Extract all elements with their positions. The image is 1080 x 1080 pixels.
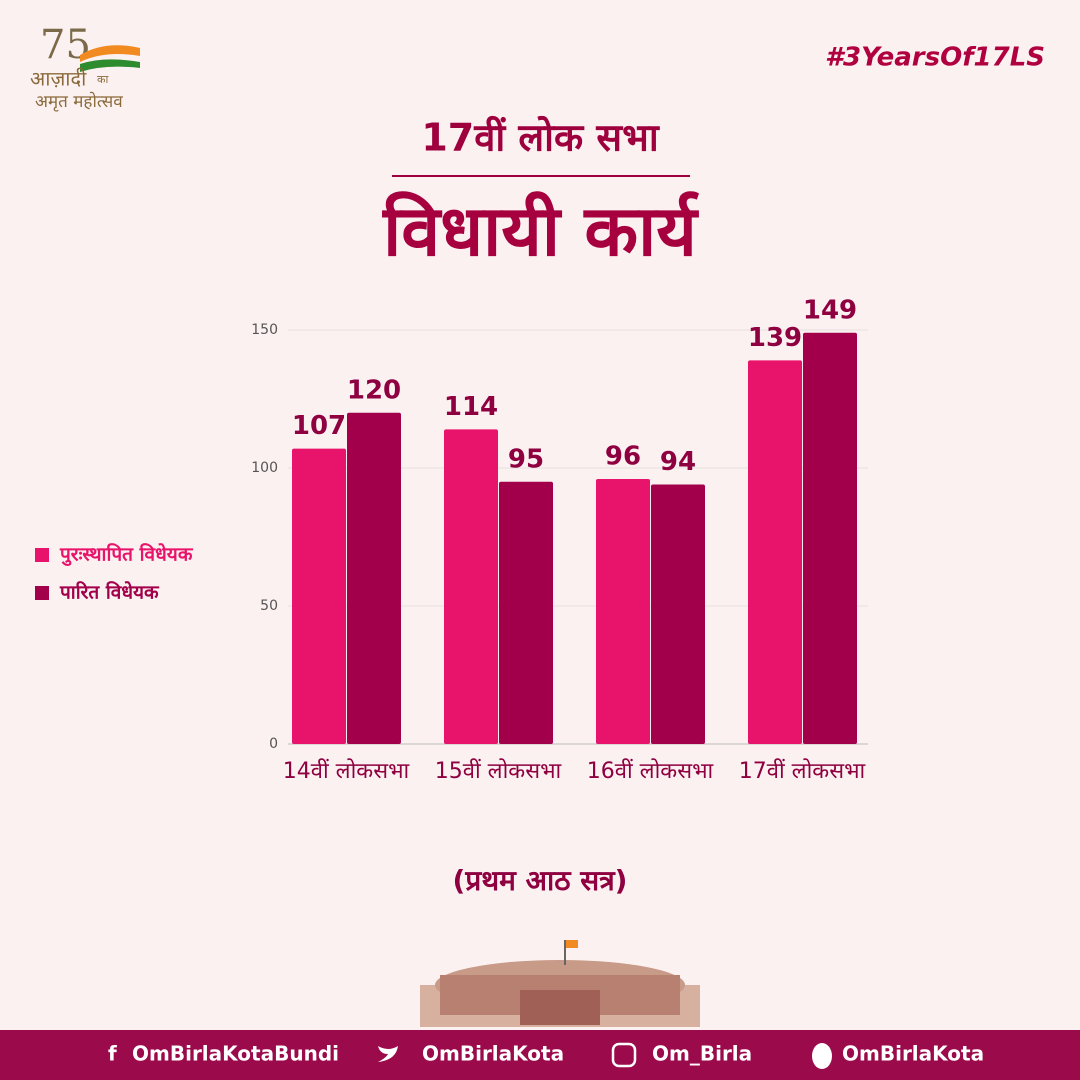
legend-label: पारित विधेयक xyxy=(59,581,160,604)
x-tick-label: 16वीं लोकसभा xyxy=(586,759,714,784)
value-label: 107 xyxy=(292,411,346,441)
footer-handle: OmBirlaKotaBundi xyxy=(132,1042,339,1066)
note: (प्रथम आठ सत्र) xyxy=(453,864,628,897)
bar xyxy=(444,429,498,744)
footer-handle: OmBirlaKota xyxy=(422,1042,564,1066)
flag-saffron xyxy=(80,45,140,62)
logo-number: 75 xyxy=(40,22,91,68)
x-tick-label: 15वीं लोकसभा xyxy=(434,759,562,784)
title: 17वीं लोक सभा xyxy=(421,116,660,160)
legend-swatch xyxy=(35,548,49,562)
parliament xyxy=(420,940,700,1027)
value-label: 96 xyxy=(605,442,641,472)
footer-handle: OmBirlaKota xyxy=(842,1042,984,1066)
legend-swatch xyxy=(35,586,49,600)
value-label: 139 xyxy=(748,323,802,353)
hashtag: #3YearsOf17LS xyxy=(825,43,1045,73)
bar xyxy=(347,412,401,744)
value-label: 95 xyxy=(508,444,544,474)
instagram-icon xyxy=(611,1042,637,1068)
bar xyxy=(803,332,857,744)
koo-icon xyxy=(812,1043,832,1069)
logo-text: अमृत महोत्सव xyxy=(35,91,123,112)
bar xyxy=(292,448,346,744)
value-label: 94 xyxy=(660,447,696,477)
bar xyxy=(651,484,705,744)
y-tick-label: 0 xyxy=(269,736,278,752)
logo-text: आज़ादी xyxy=(30,67,87,91)
facebook-icon: f xyxy=(108,1042,117,1066)
flag-green xyxy=(80,59,140,72)
y-tick-label: 150 xyxy=(251,322,278,338)
x-tick-label: 14वीं लोकसभा xyxy=(282,759,410,784)
subtitle: विधायी कार्य xyxy=(381,190,700,272)
bar xyxy=(596,479,650,744)
footer-handle: Om_Birla xyxy=(652,1042,752,1066)
x-tick-label: 17वीं लोकसभा xyxy=(738,759,866,784)
value-label: 120 xyxy=(347,375,401,405)
legend-label: पुरःस्थापित विधेयक xyxy=(59,543,194,567)
twitter-icon xyxy=(378,1046,398,1062)
value-label: 149 xyxy=(803,295,857,325)
logo-text: का xyxy=(97,73,108,86)
bar xyxy=(499,481,553,744)
value-label: 114 xyxy=(444,392,498,422)
footer-bar xyxy=(0,1030,1080,1080)
y-tick-label: 50 xyxy=(260,598,278,614)
bar xyxy=(748,360,802,744)
y-tick-label: 100 xyxy=(251,460,278,476)
